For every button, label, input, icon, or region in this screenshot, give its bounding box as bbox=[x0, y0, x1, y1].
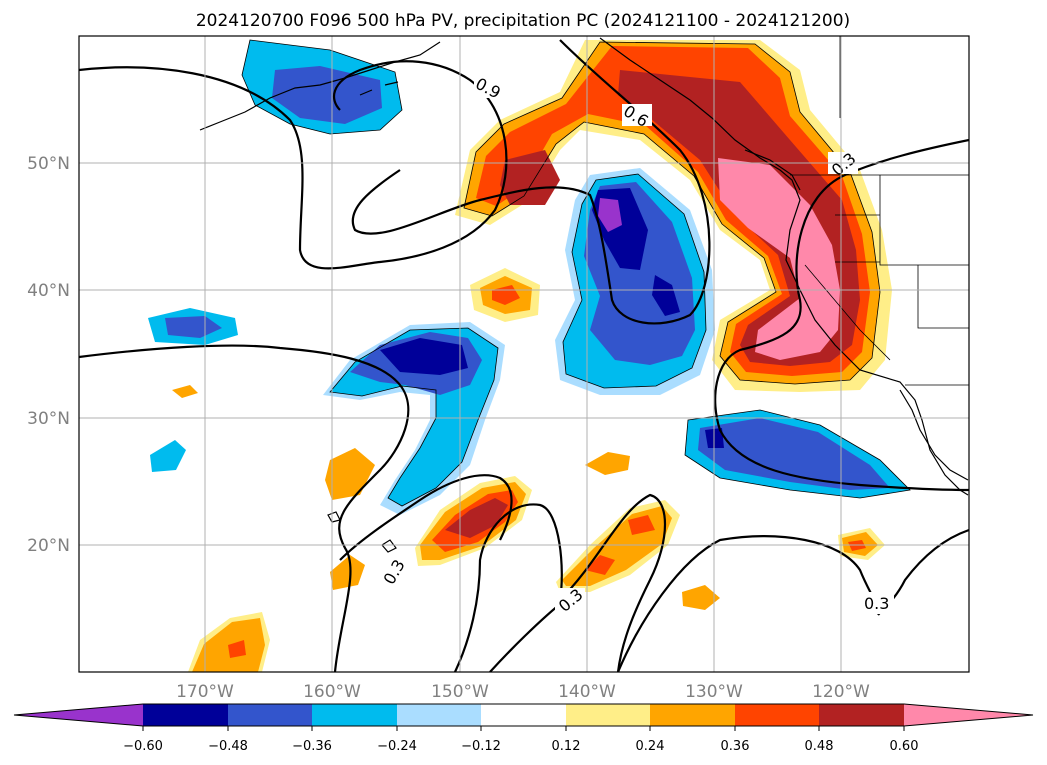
political-borders bbox=[790, 36, 969, 386]
colorbar-swatch-5 bbox=[481, 704, 566, 726]
pv-contour-0.3-east bbox=[714, 138, 969, 492]
coastline-alaska bbox=[199, 41, 441, 131]
lon-label-160: 160°W bbox=[303, 682, 361, 702]
precip-outline-band bbox=[463, 41, 881, 385]
colorbar-swatch-8 bbox=[735, 704, 819, 726]
lat-label-20: 20°N bbox=[27, 536, 70, 556]
pos-blob-hawaii bbox=[682, 585, 720, 610]
pv-label-box-2 bbox=[622, 104, 652, 126]
colorbar-swatch-0 bbox=[14, 704, 143, 726]
map-frame bbox=[78, 35, 970, 673]
pos-blob-tiny bbox=[172, 385, 198, 398]
neg-east-36 bbox=[698, 418, 890, 490]
pv-contour-0.3-west bbox=[79, 344, 410, 672]
longitude-labels: 170°W 160°W 150°W 140°W 130°W 120°W bbox=[176, 682, 870, 702]
pos-blob-small bbox=[585, 452, 630, 475]
colorbar-swatch-9 bbox=[819, 704, 904, 726]
colorbar-tick-labels: −0.60 −0.48 −0.36 −0.24 −0.12 0.12 0.24 … bbox=[123, 739, 918, 754]
pos-blob-streak-48 bbox=[445, 498, 508, 538]
coastline-northamerica bbox=[599, 37, 969, 496]
pv-label-box-6 bbox=[862, 592, 894, 614]
precip-outline-trough bbox=[562, 173, 707, 389]
pv-label-box-1 bbox=[474, 76, 504, 98]
colorbar-tick-label-6: 0.24 bbox=[636, 739, 665, 754]
gridlines bbox=[79, 36, 969, 672]
lon-label-170: 170°W bbox=[176, 682, 234, 702]
colorbar-swatch-3 bbox=[312, 704, 397, 726]
neg-trough-60 bbox=[598, 198, 622, 232]
lat-label-30: 30°N bbox=[27, 409, 70, 429]
latitude-labels: 50°N 40°N 30°N 20°N bbox=[27, 154, 70, 556]
neg-blob-west-core bbox=[165, 316, 222, 338]
precip-outline-streamer bbox=[329, 327, 499, 507]
colorbar-tick-label-1: −0.48 bbox=[208, 739, 248, 754]
neg-region-alaska-core bbox=[272, 66, 382, 124]
colorbar-swatch-7 bbox=[650, 704, 735, 726]
colorbar-swatch-10 bbox=[904, 704, 1033, 726]
colorbar-tick-label-7: 0.36 bbox=[721, 739, 750, 754]
neg-streamer-48 bbox=[380, 338, 468, 375]
figure-title: 2024120700 F096 500 hPa PV, precipitatio… bbox=[196, 11, 850, 31]
pos-blob-bottom-36 bbox=[228, 640, 246, 658]
colorbar-swatch-1 bbox=[143, 704, 228, 726]
colorbar-ticks bbox=[142, 726, 905, 731]
colorbar: −0.60 −0.48 −0.36 −0.24 −0.12 0.12 0.24 … bbox=[13, 703, 1034, 754]
lon-label-120: 120°W bbox=[812, 682, 870, 702]
lon-label-140: 140°W bbox=[558, 682, 616, 702]
coastlines bbox=[199, 37, 969, 553]
lat-label-40: 40°N bbox=[27, 281, 70, 301]
colorbar-tick-label-2: −0.36 bbox=[292, 739, 332, 754]
pv-contour-0.9 bbox=[79, 60, 508, 270]
colorbar-tick-label-4: −0.12 bbox=[461, 739, 501, 754]
neg-blob-sw bbox=[150, 440, 186, 472]
pv-label-box-4 bbox=[378, 560, 408, 582]
lon-label-130: 130°W bbox=[685, 682, 743, 702]
pv-label-6: 0.3 bbox=[864, 594, 889, 613]
colorbar-tick-label-9: 0.60 bbox=[890, 739, 919, 754]
neg-trough-48b bbox=[652, 275, 680, 316]
coastline-mexico-west bbox=[899, 389, 969, 481]
lat-label-50: 50°N bbox=[27, 154, 70, 174]
precip-outline-alaska bbox=[241, 39, 403, 135]
pos-blob-sw2 bbox=[330, 555, 365, 590]
pv-contour-0.6 bbox=[351, 39, 711, 325]
colorbar-tick-label-3: −0.24 bbox=[377, 739, 417, 754]
pv-contour-0.3-inner bbox=[339, 474, 513, 561]
lon-label-150: 150°W bbox=[431, 682, 489, 702]
map-panel: 0.9 0.6 0.3 0.3 0.3 0.3 50°N bbox=[27, 35, 970, 702]
border-states bbox=[804, 175, 969, 386]
pos-blob-s-36 bbox=[585, 555, 615, 575]
pv-label-box-5 bbox=[555, 588, 585, 610]
colorbar-swatch-4 bbox=[397, 704, 481, 726]
coastline-vancouver bbox=[744, 149, 801, 191]
colorbar-tick-label-8: 0.48 bbox=[805, 739, 834, 754]
pos-blob-s-36b bbox=[628, 515, 655, 535]
colorbar-swatch-2 bbox=[228, 704, 312, 726]
colorbar-swatch-6 bbox=[566, 704, 650, 726]
colorbar-tick-label-5: 0.12 bbox=[552, 739, 581, 754]
colorbar-tick-label-0: −0.60 bbox=[123, 739, 163, 754]
